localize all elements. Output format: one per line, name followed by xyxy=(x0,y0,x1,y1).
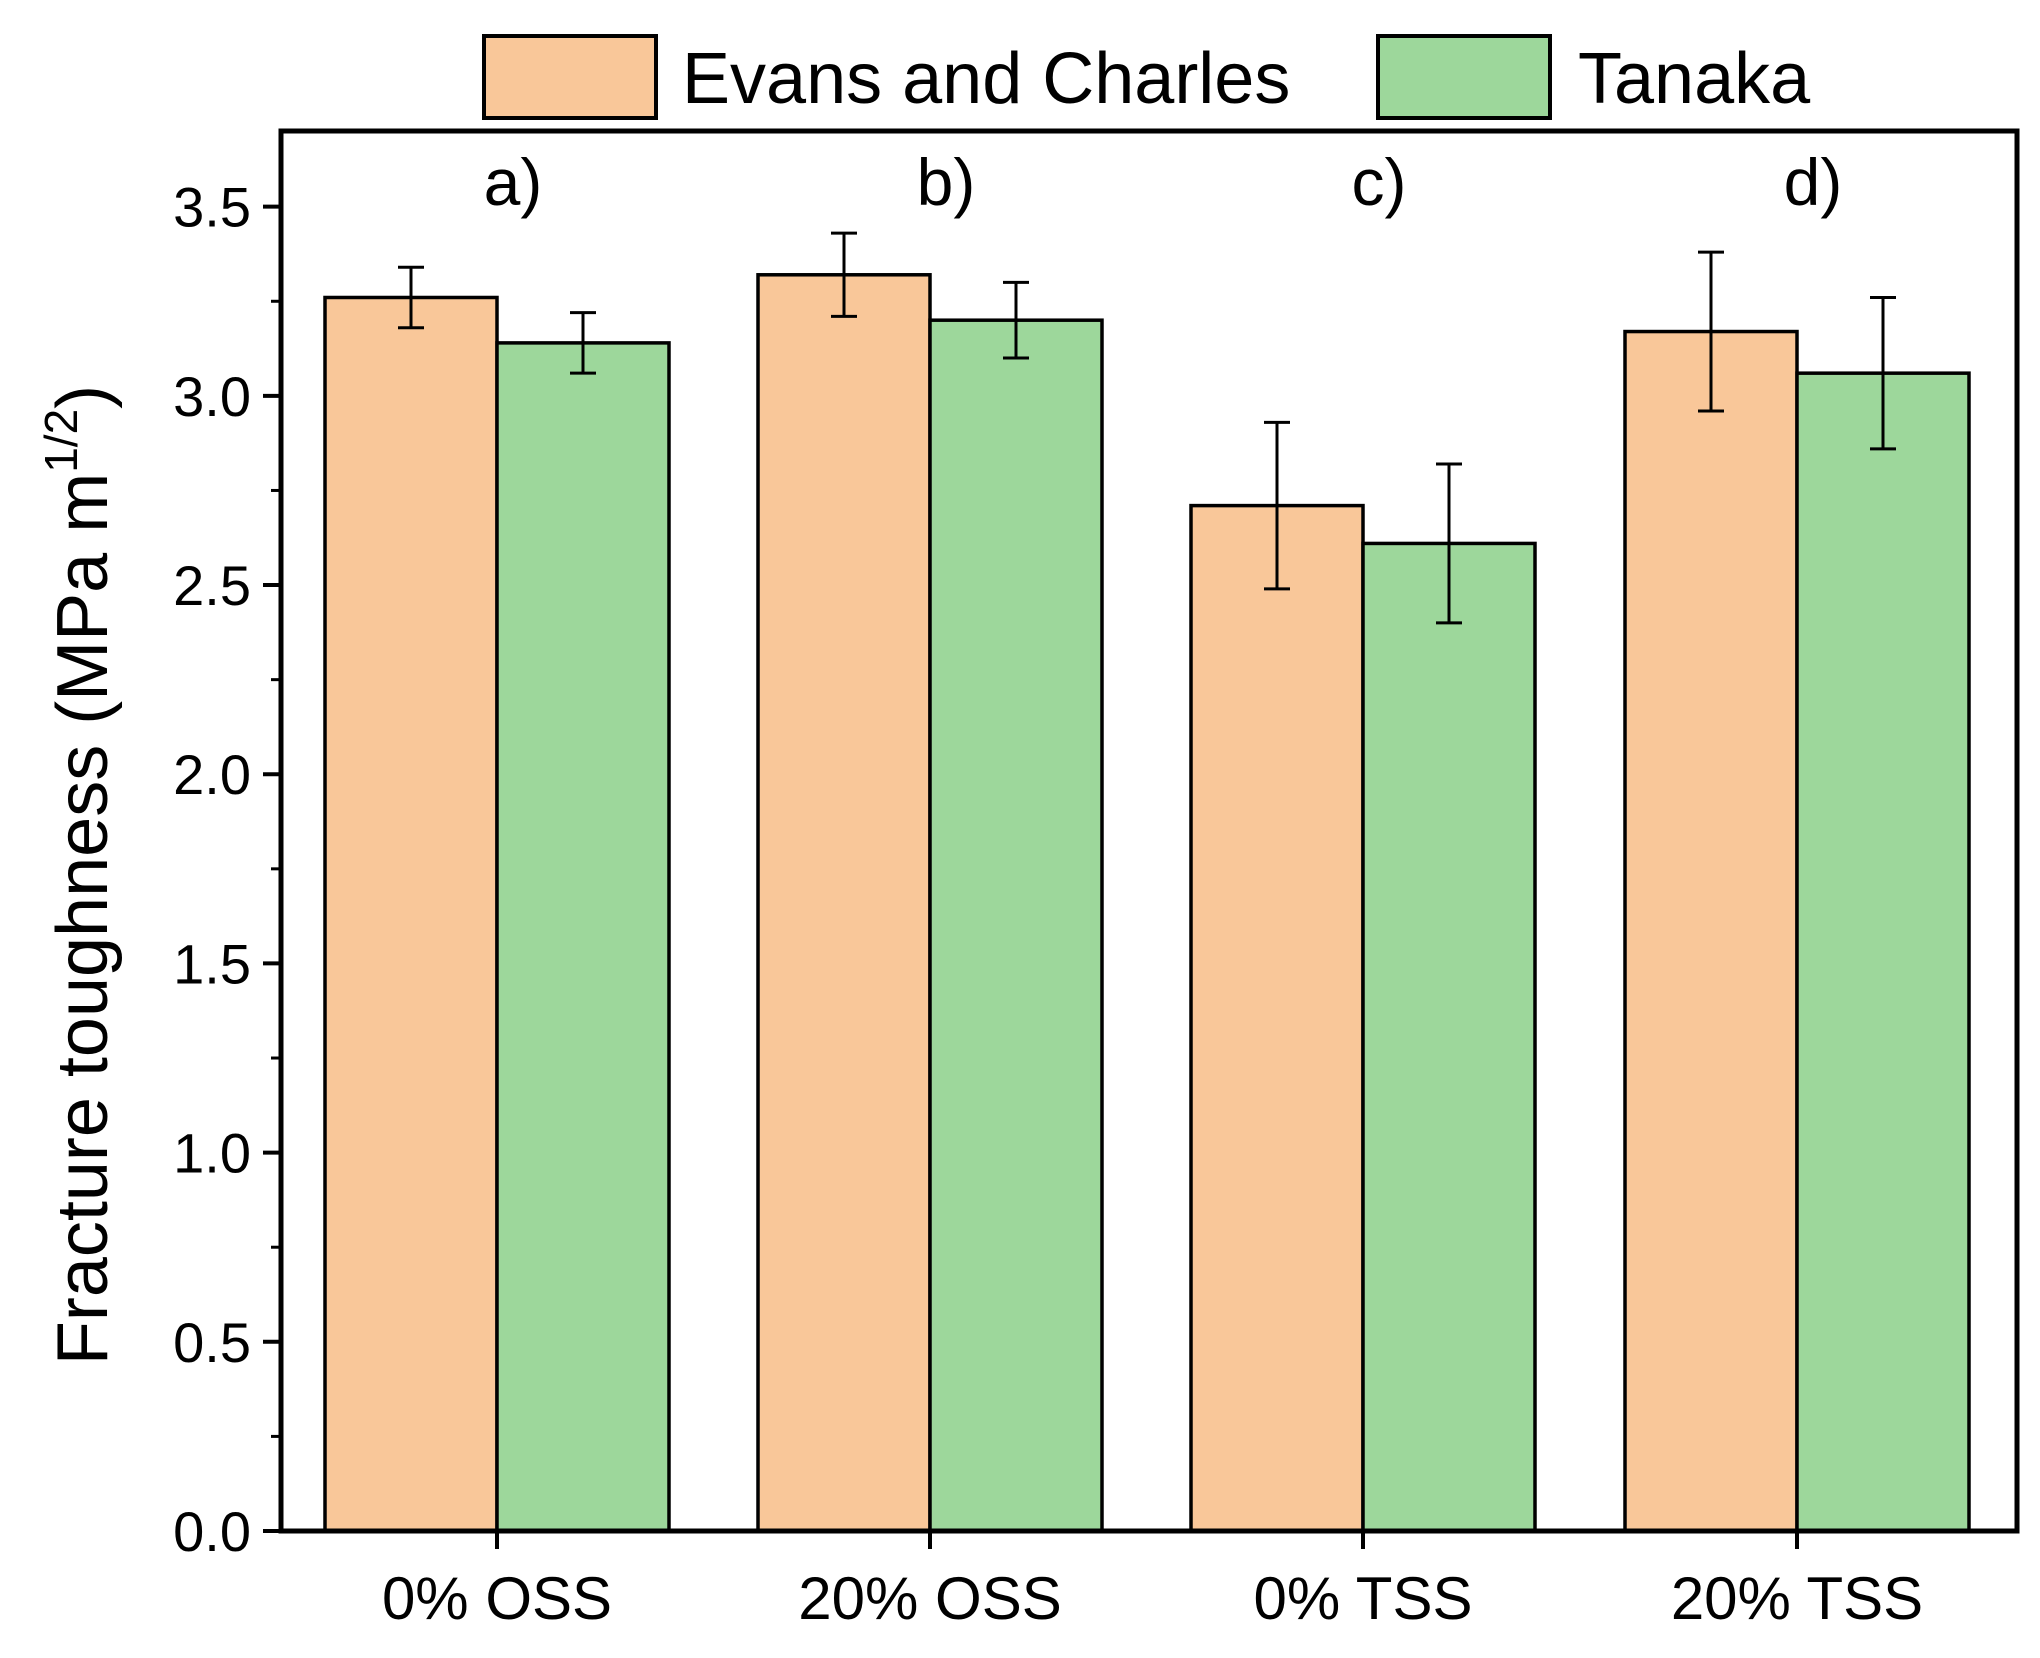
x-tick-label: 20% TSS xyxy=(1671,1565,1923,1632)
legend-label-evans-and-charles: Evans and Charles xyxy=(682,39,1290,119)
x-tick-label: 20% OSS xyxy=(798,1565,1061,1632)
y-axis-title-main: Fracture toughness (MPa m xyxy=(43,473,123,1365)
legend-swatch-evans-and-charles xyxy=(482,34,658,120)
panel-label: c) xyxy=(1352,145,1407,219)
plot-frame xyxy=(278,128,2020,1534)
y-axis-title: Fracture toughness (MPa m1/2) xyxy=(35,385,123,1365)
panel-label: d) xyxy=(1784,145,1843,219)
y-tick-label: 3.5 xyxy=(173,176,251,239)
panel-label: a) xyxy=(484,145,543,219)
bar-1-0 xyxy=(495,341,671,1533)
plot-area: 0.0 0.5 1.0 1.5 2.0 2.5 3.0 3.5 0% OSS a) 20% OSS b… xyxy=(173,145,1971,1632)
y-axis-title-close: ) xyxy=(43,385,123,409)
bar-0-1 xyxy=(756,273,932,1533)
bar-0-0 xyxy=(323,295,499,1533)
y-tick-label: 0.0 xyxy=(173,1500,251,1563)
x-tick-label: 0% TSS xyxy=(1254,1565,1473,1632)
panel-label: b) xyxy=(917,145,976,219)
legend-swatch-tanaka xyxy=(1376,34,1552,120)
legend: Evans and Charles Tanaka xyxy=(482,34,1811,120)
y-tick-label: 2.0 xyxy=(173,743,251,806)
bar-1-1 xyxy=(928,318,1104,1533)
y-tick-label: 1.5 xyxy=(173,932,251,995)
bar-1-3 xyxy=(1795,371,1971,1533)
y-tick-label: 0.5 xyxy=(173,1311,251,1374)
bar-0-2 xyxy=(1189,503,1365,1533)
x-tick-label: 0% OSS xyxy=(382,1565,612,1632)
y-axis-title-superscript: 1/2 xyxy=(35,409,87,473)
y-tick-label: 3.0 xyxy=(173,365,251,428)
bar-1-2 xyxy=(1361,541,1537,1533)
bar-0-3 xyxy=(1623,329,1799,1533)
y-tick-label: 1.0 xyxy=(173,1122,251,1185)
legend-label-tanaka: Tanaka xyxy=(1578,39,1811,119)
y-tick-label: 2.5 xyxy=(173,554,251,617)
